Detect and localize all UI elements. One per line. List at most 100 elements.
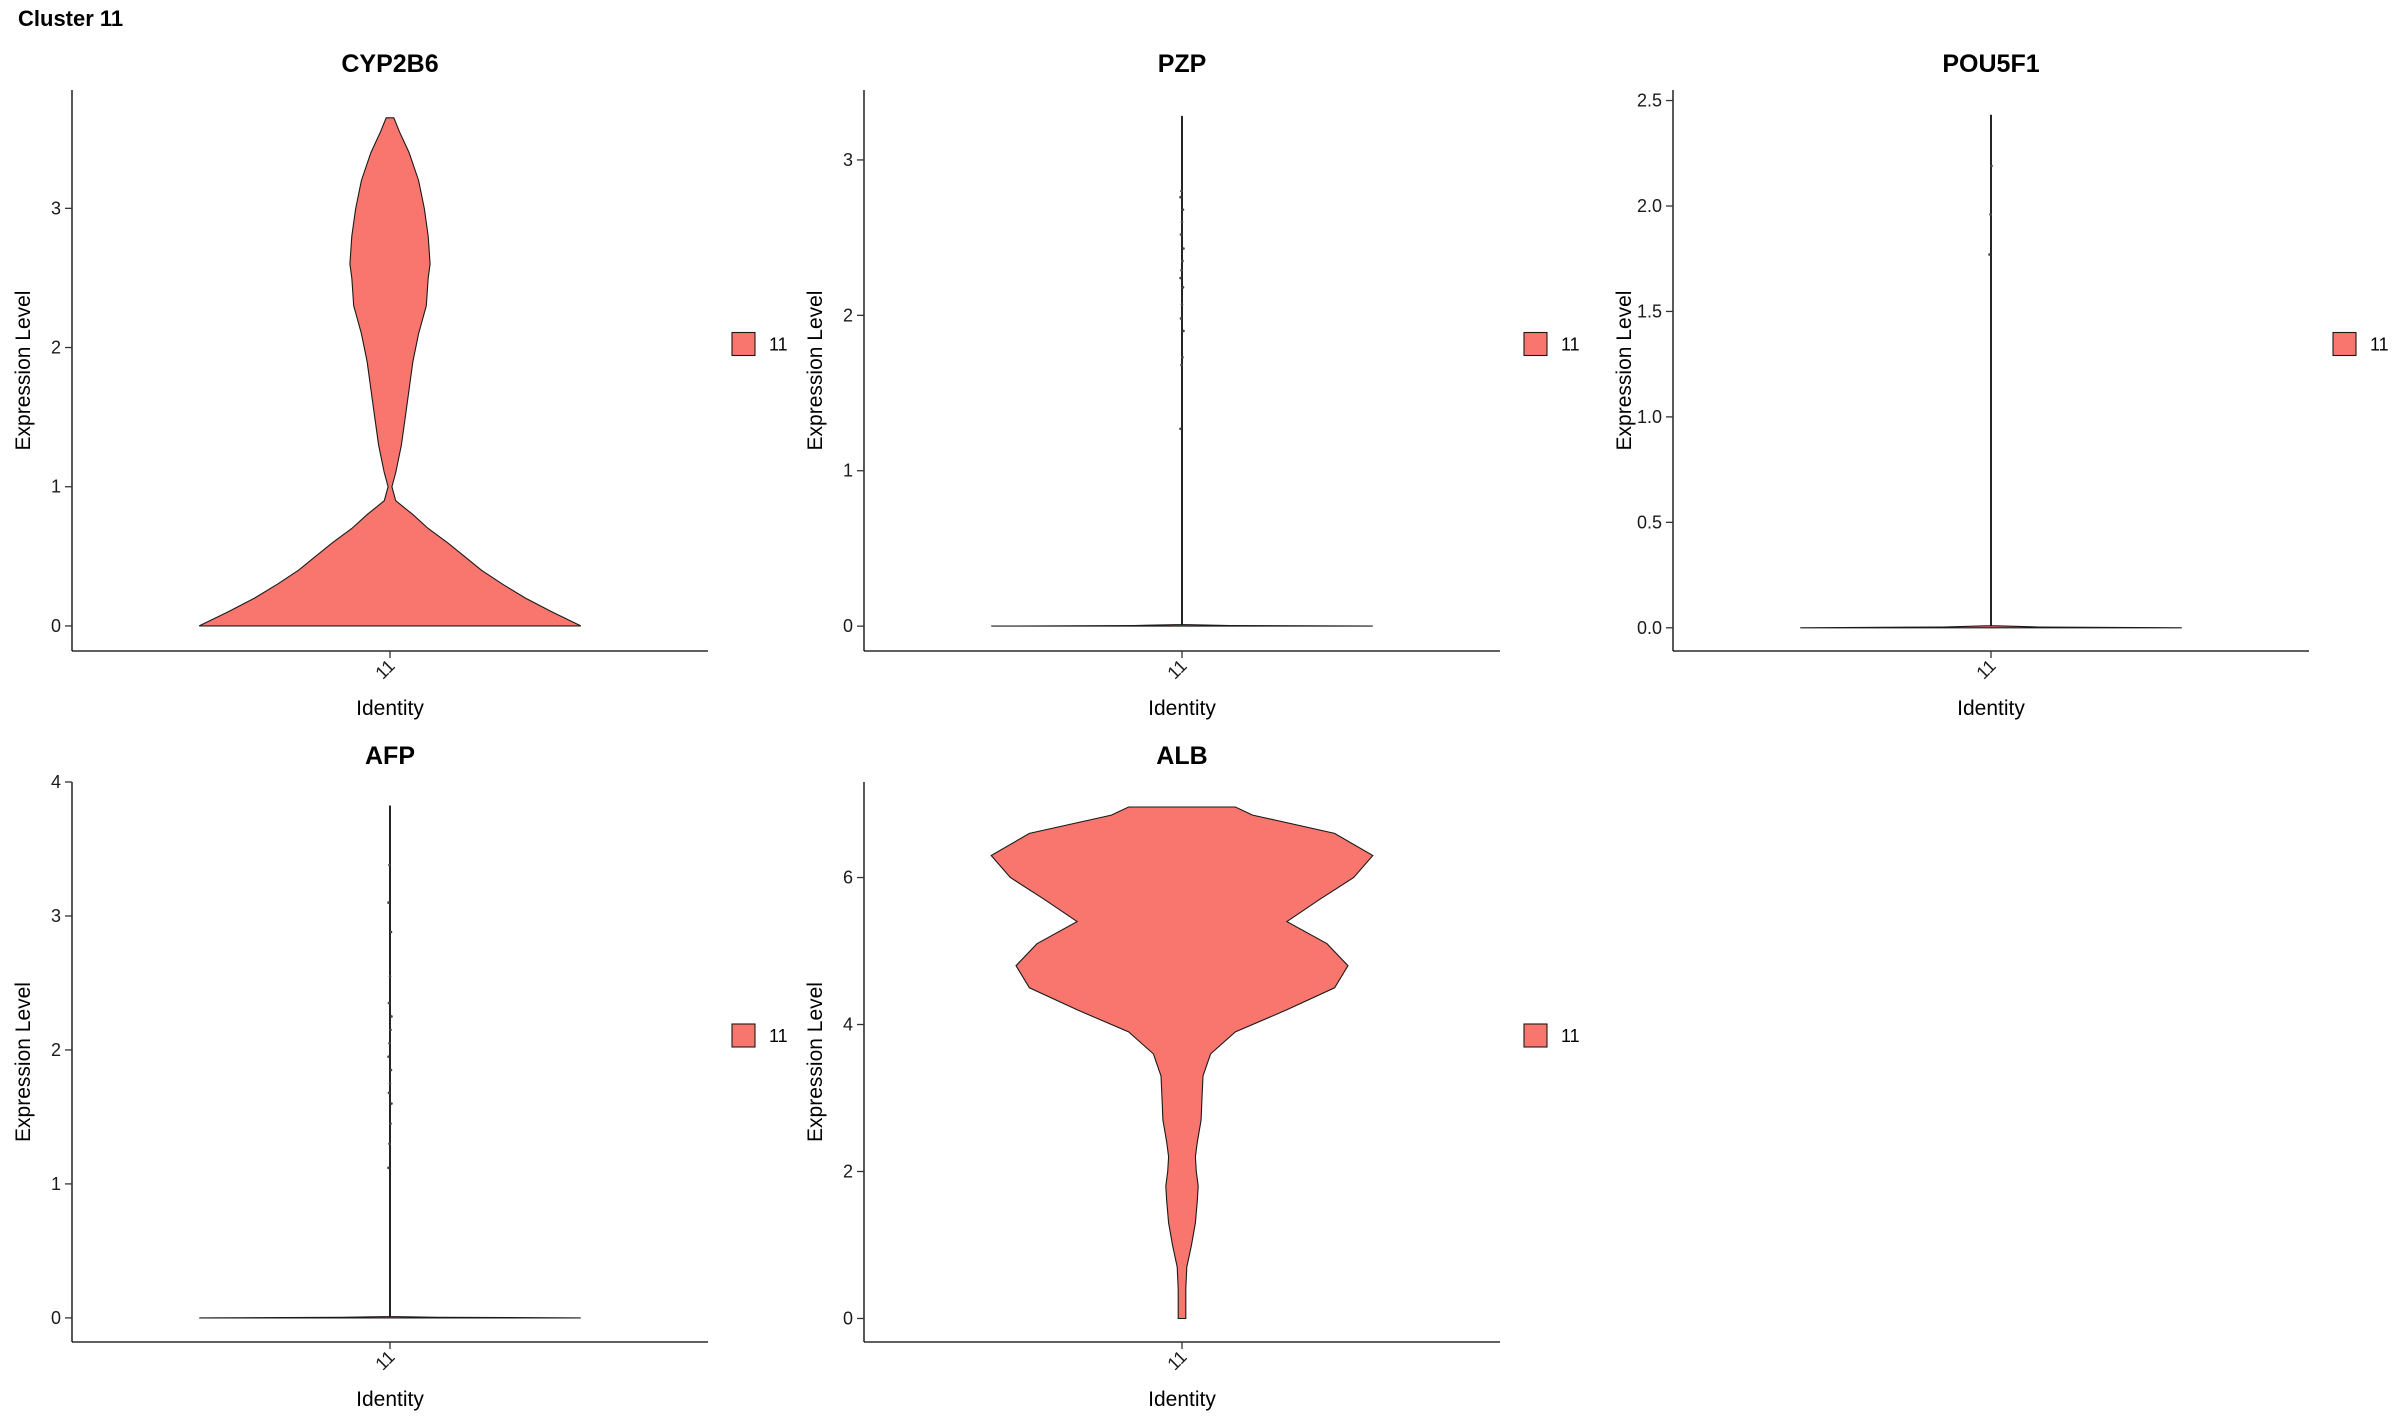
data-point [1988, 253, 1991, 256]
data-point [1179, 233, 1183, 236]
panel-title: CYP2B6 [341, 50, 438, 78]
data-point [389, 1028, 392, 1032]
y-tick-label: 0 [51, 616, 61, 636]
panel-title: POU5F1 [1942, 50, 2039, 78]
y-tick-label: 1.5 [1637, 301, 1662, 321]
y-tick-label: 2 [51, 1040, 61, 1060]
y-tick-label: 2 [843, 1162, 853, 1182]
panel-cyp2b6: CYP2B6 0 1 2 3 11 Identity Expression Level 11 [12, 50, 788, 720]
y-tick-label: 1 [843, 461, 853, 481]
x-axis-label: Identity [1148, 1388, 1216, 1411]
data-point [1179, 317, 1183, 320]
y-tick-label: 2 [843, 305, 853, 325]
legend-key [731, 1023, 756, 1048]
data-point [1989, 213, 1992, 216]
data-point [390, 1102, 393, 1105]
y-tick-label: 2.5 [1637, 91, 1662, 111]
x-axis-label: Identity [356, 697, 424, 720]
data-point [389, 930, 393, 934]
legend-label: 11 [1561, 1026, 1580, 1046]
legend-key [731, 331, 756, 357]
y-tick-label: 6 [843, 868, 853, 888]
data-point [388, 1041, 391, 1045]
legend-key [2332, 331, 2357, 357]
data-point [388, 974, 392, 978]
y-tick-label: 3 [51, 198, 61, 218]
data-point [388, 1082, 392, 1085]
y-axis-label: Expression Level [1613, 291, 1636, 451]
y-axis-label: Expression Level [12, 291, 35, 451]
y-tick-label: 4 [51, 772, 61, 792]
page-title: Cluster 11 [18, 6, 124, 31]
data-point [1179, 427, 1182, 431]
data-point [1181, 286, 1185, 289]
data-point [1990, 164, 1993, 168]
data-point [1180, 189, 1183, 193]
data-point [1180, 363, 1183, 367]
legend-label: 11 [2370, 335, 2389, 355]
y-tick-label: 1 [51, 477, 61, 497]
data-point [1179, 276, 1182, 280]
data-point [388, 863, 391, 867]
legend-label: 11 [769, 1026, 788, 1046]
x-tick-label: 11 [371, 656, 398, 683]
data-point [387, 1001, 391, 1005]
y-axis-label: Expression Level [804, 291, 827, 451]
panel-alb: ALB 0 2 4 6 11 Identity Expression Level 11 [804, 742, 1580, 1411]
x-axis-label: Identity [1957, 697, 2025, 720]
x-axis-label: Identity [356, 1388, 424, 1411]
y-tick-label: 4 [843, 1015, 853, 1035]
data-point [1180, 220, 1184, 224]
y-axis-label: Expression Level [804, 982, 827, 1142]
data-point [387, 901, 390, 904]
x-tick-label: 11 [1163, 1347, 1190, 1374]
violin-shape [991, 115, 1373, 627]
data-point [387, 1166, 390, 1170]
data-point [1181, 208, 1185, 211]
data-point [388, 1142, 391, 1146]
legend-key [1523, 331, 1548, 357]
data-point [1180, 268, 1183, 272]
legend-key [1523, 1023, 1548, 1048]
data-point [1181, 259, 1184, 263]
panel-afp: AFP 0 1 2 3 4 11 Identity Expression Level 11 [12, 742, 788, 1411]
data-point [1179, 195, 1182, 199]
y-tick-label: 3 [843, 150, 853, 170]
data-point [389, 1122, 392, 1125]
data-point [1181, 355, 1184, 359]
y-axis-label: Expression Level [12, 982, 35, 1142]
x-tick-label: 11 [371, 1347, 398, 1374]
data-point [387, 1091, 391, 1095]
y-tick-label: 0 [843, 1308, 853, 1328]
y-tick-label: 2.0 [1637, 196, 1662, 216]
panel-pou5f1: POU5F1 0.0 0.5 1.0 1.5 2.0 2.5 11 Identity Expres… [1613, 50, 2389, 720]
violin-shape [990, 806, 1374, 1320]
panel-title: ALB [1156, 742, 1207, 770]
data-point [390, 1015, 393, 1018]
violin-shape [1800, 114, 2182, 629]
data-point [1182, 247, 1185, 250]
y-tick-label: 0.0 [1637, 618, 1662, 638]
legend-label: 11 [1561, 335, 1580, 355]
data-point [387, 1055, 390, 1058]
x-tick-label: 11 [1972, 656, 1999, 683]
x-axis-label: Identity [1148, 697, 1216, 720]
y-tick-label: 3 [51, 906, 61, 926]
violin-shape [198, 117, 582, 627]
panel-title: AFP [365, 742, 415, 770]
panel-pzp: PZP 0 1 2 3 11 Identity Expression Level 11 [804, 50, 1580, 720]
data-point [1182, 329, 1185, 333]
y-tick-label: 0 [51, 1308, 61, 1328]
x-tick-label: 11 [1163, 656, 1190, 683]
y-tick-label: 0.5 [1637, 512, 1662, 532]
y-tick-label: 1 [51, 1174, 61, 1194]
y-tick-label: 1.0 [1637, 407, 1662, 427]
data-point [389, 1068, 393, 1072]
panel-title: PZP [1158, 50, 1207, 78]
legend-label: 11 [769, 335, 788, 355]
data-point [1180, 303, 1184, 306]
y-tick-label: 0 [843, 616, 853, 636]
violin-shape [199, 805, 581, 1319]
y-tick-label: 2 [51, 338, 61, 358]
